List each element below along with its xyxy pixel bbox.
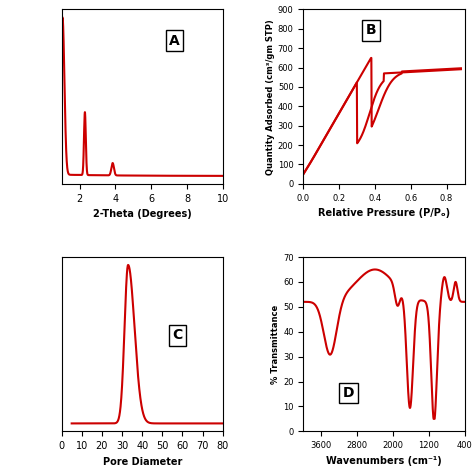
Text: C: C (173, 328, 183, 342)
Y-axis label: Quantity Adsorbed (cm³/gm STP): Quantity Adsorbed (cm³/gm STP) (266, 19, 275, 174)
X-axis label: Pore Diameter: Pore Diameter (102, 456, 182, 466)
X-axis label: Wavenumbers (cm⁻¹): Wavenumbers (cm⁻¹) (326, 456, 442, 465)
X-axis label: Relative Pressure (P/Pₒ): Relative Pressure (P/Pₒ) (318, 208, 450, 218)
Text: B: B (366, 23, 376, 37)
Text: A: A (169, 34, 180, 48)
Text: D: D (343, 386, 354, 400)
X-axis label: 2-Theta (Degrees): 2-Theta (Degrees) (93, 209, 191, 219)
Y-axis label: % Transmittance: % Transmittance (271, 305, 280, 384)
